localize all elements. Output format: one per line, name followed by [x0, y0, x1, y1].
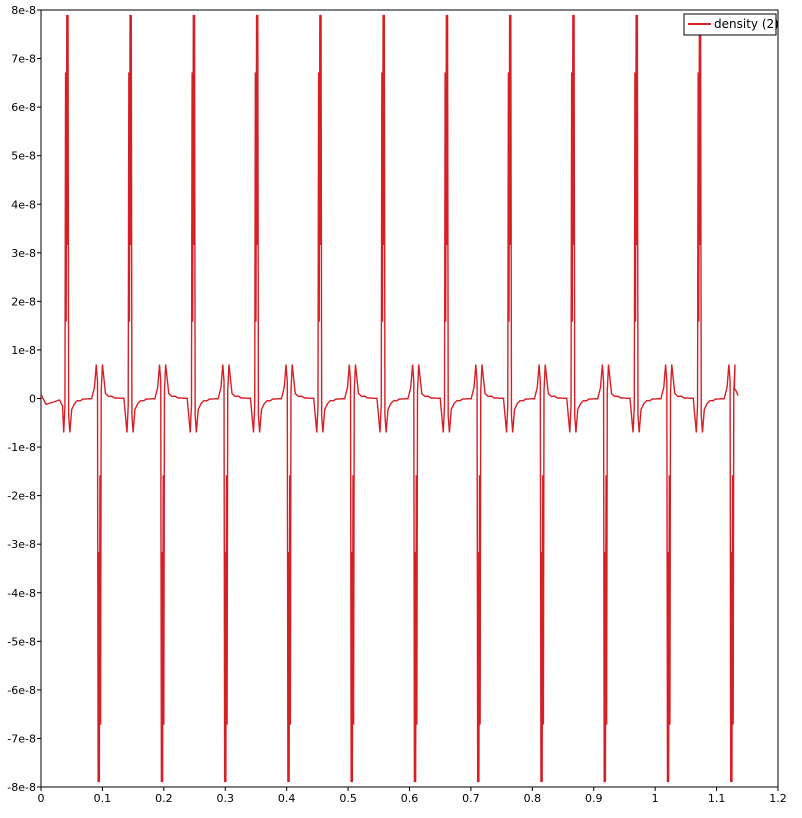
y-tick-label: 6e-8 [11, 101, 36, 114]
x-tick-label: 0.9 [585, 792, 603, 805]
y-tick-label: -6e-8 [7, 684, 36, 697]
legend: density (2) [683, 13, 779, 36]
x-tick-label: 1 [652, 792, 659, 805]
y-tick-label: -5e-8 [7, 635, 36, 648]
x-tick-label: 0.6 [401, 792, 419, 805]
y-tick-label: 8e-8 [11, 4, 36, 17]
y-tick-label: -3e-8 [7, 538, 36, 551]
y-tick-label: -7e-8 [7, 732, 36, 745]
x-tick-label: 0.4 [278, 792, 296, 805]
x-tick-label: 0.2 [155, 792, 173, 805]
x-tick-label: 0.8 [524, 792, 542, 805]
y-tick-label: 1e-8 [11, 344, 36, 357]
x-tick-label: 0.5 [339, 792, 357, 805]
x-tick-label: 0.3 [217, 792, 235, 805]
x-tick-label: 1.2 [769, 792, 787, 805]
y-tick-label: 7e-8 [11, 53, 36, 66]
x-tick-label: 0 [38, 792, 45, 805]
legend-box [683, 13, 777, 36]
x-tick-label: 0.1 [94, 792, 112, 805]
y-tick-label: 4e-8 [11, 198, 36, 211]
x-tick-label: 0.7 [462, 792, 480, 805]
y-tick-label: 2e-8 [11, 295, 36, 308]
y-tick-label: -4e-8 [7, 587, 36, 600]
y-tick-label: 3e-8 [11, 247, 36, 260]
series-line-density-2 [41, 14, 739, 783]
y-tick-label: 5e-8 [11, 150, 36, 163]
y-tick-label: -1e-8 [7, 441, 36, 454]
y-tick-label: -2e-8 [7, 490, 36, 503]
x-tick-label: 1.1 [708, 792, 726, 805]
y-tick-label: -8e-8 [7, 781, 36, 794]
legend-label-density-2: density (2) [714, 17, 779, 31]
y-tick-label: 0 [29, 393, 36, 406]
